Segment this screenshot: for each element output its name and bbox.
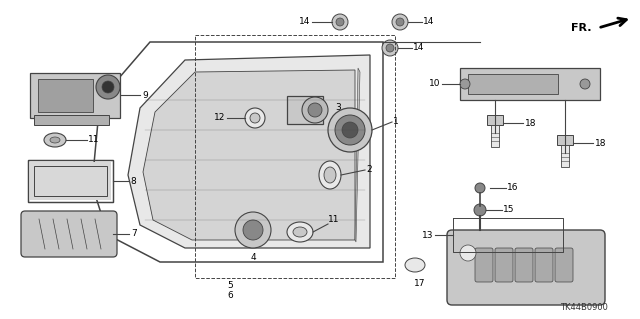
Bar (30, 162, 111, 200)
Circle shape (308, 103, 322, 117)
Circle shape (396, 18, 404, 26)
Ellipse shape (319, 161, 341, 189)
Circle shape (235, 212, 271, 248)
FancyBboxPatch shape (495, 248, 513, 282)
Polygon shape (355, 68, 360, 242)
Circle shape (335, 115, 365, 145)
Ellipse shape (287, 222, 313, 242)
Text: 4: 4 (250, 254, 256, 263)
FancyBboxPatch shape (21, 211, 117, 257)
Bar (557, 135, 573, 145)
Ellipse shape (293, 227, 307, 237)
Bar (28, 160, 113, 202)
Circle shape (96, 75, 120, 99)
Circle shape (386, 44, 394, 52)
Text: FR.: FR. (572, 23, 592, 33)
Text: 14: 14 (299, 18, 310, 26)
Ellipse shape (324, 167, 336, 183)
FancyBboxPatch shape (535, 248, 553, 282)
Polygon shape (128, 55, 370, 248)
Circle shape (336, 18, 344, 26)
FancyBboxPatch shape (555, 248, 573, 282)
Circle shape (342, 122, 358, 138)
Text: 10: 10 (429, 79, 440, 88)
Circle shape (245, 108, 265, 128)
Text: 3: 3 (335, 103, 340, 113)
Text: 14: 14 (413, 43, 424, 53)
Circle shape (332, 14, 348, 30)
Text: 12: 12 (214, 114, 225, 122)
Bar (34, 166, 107, 196)
FancyBboxPatch shape (447, 230, 605, 305)
Bar (561, 145, 569, 167)
Bar (34, 115, 109, 125)
FancyBboxPatch shape (475, 248, 493, 282)
Bar (491, 125, 499, 147)
FancyBboxPatch shape (515, 248, 533, 282)
Ellipse shape (405, 258, 425, 272)
Text: 11: 11 (88, 136, 99, 145)
Bar (460, 68, 600, 100)
Circle shape (302, 97, 328, 123)
Circle shape (328, 108, 372, 152)
Text: 2: 2 (366, 166, 372, 174)
Circle shape (102, 81, 114, 93)
Text: 17: 17 (414, 278, 426, 287)
Ellipse shape (44, 133, 66, 147)
Ellipse shape (50, 137, 60, 143)
Text: 7: 7 (131, 229, 137, 239)
Circle shape (460, 245, 476, 261)
Text: 5: 5 (227, 281, 233, 291)
Bar (468, 74, 558, 94)
Circle shape (460, 79, 470, 89)
Text: TK44B0900: TK44B0900 (560, 303, 608, 313)
Bar (487, 115, 503, 125)
Circle shape (382, 40, 398, 56)
Circle shape (475, 183, 485, 193)
Circle shape (392, 14, 408, 30)
Circle shape (580, 79, 590, 89)
Text: 18: 18 (525, 118, 536, 128)
Bar (38, 79, 93, 112)
Text: 9: 9 (142, 91, 148, 100)
Text: 13: 13 (422, 231, 433, 240)
Text: 18: 18 (595, 138, 607, 147)
Text: 11: 11 (328, 216, 339, 225)
Text: 14: 14 (423, 18, 435, 26)
Bar (30, 73, 120, 118)
Text: 1: 1 (393, 117, 399, 127)
Text: 6: 6 (227, 291, 233, 300)
Polygon shape (143, 70, 355, 240)
Text: 16: 16 (507, 182, 518, 191)
Circle shape (243, 220, 263, 240)
Circle shape (250, 113, 260, 123)
Circle shape (474, 204, 486, 216)
Text: 8: 8 (130, 176, 136, 186)
Bar (287, 96, 323, 124)
Text: 15: 15 (503, 205, 515, 214)
